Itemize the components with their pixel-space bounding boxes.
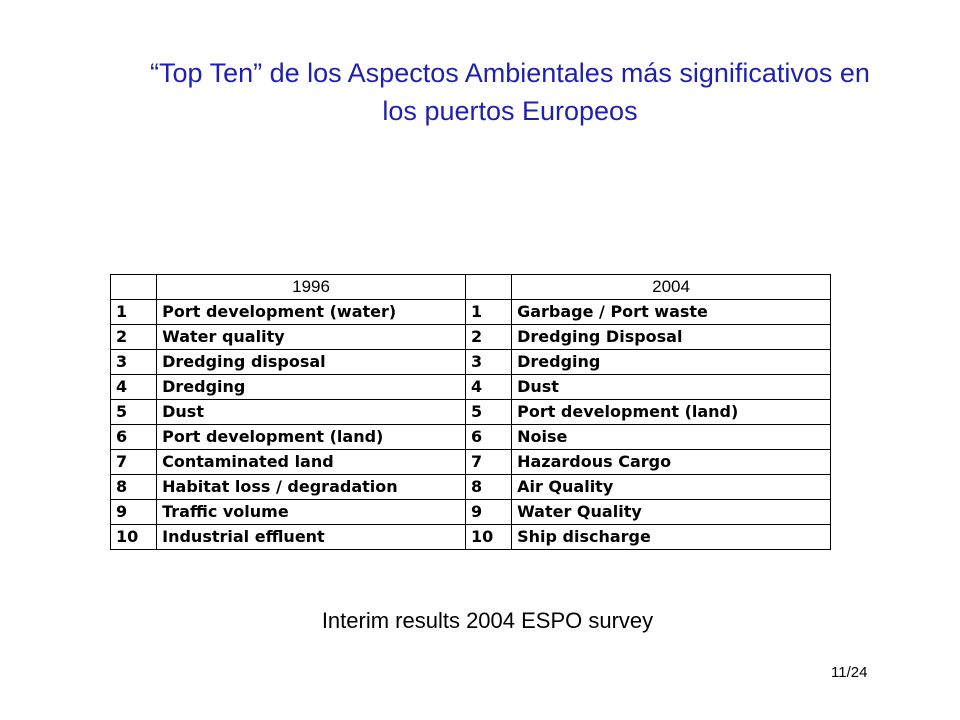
rank-1996-cell: 2 <box>109 324 158 350</box>
aspect-1996-cell: Dredging <box>156 374 466 400</box>
aspect-2004-cell: Dredging <box>511 349 831 375</box>
aspect-2004-cell: Air Quality <box>511 474 831 500</box>
aspect-1996-cell: Water quality <box>156 324 466 350</box>
aspect-2004-cell: Dredging Disposal <box>511 324 831 350</box>
aspect-1996-cell: Port development (water) <box>156 299 466 325</box>
rank-2004-cell: 10 <box>464 524 513 550</box>
rank-1996-cell: 8 <box>109 474 158 500</box>
aspect-2004-cell: Dust <box>511 374 831 400</box>
survey-caption: Interim results 2004 ESPO survey <box>321 608 654 633</box>
table-row: 9 Traffic volume 9 Water Quality <box>109 499 831 525</box>
ranking-table: 1996 2004 1 Port development (water) 1 Garb… <box>109 274 831 550</box>
rank-1996-cell: 5 <box>109 399 158 425</box>
table-row: 4 Dredging 4 Dust <box>109 374 831 400</box>
rank-2004-cell: 3 <box>464 349 513 375</box>
slide-title-line-1: “Top Ten” de los Aspectos Ambientales má… <box>150 58 870 88</box>
aspect-1996-cell: Dredging disposal <box>156 349 466 375</box>
aspect-1996-cell: Industrial effluent <box>156 524 466 550</box>
aspect-2004-cell: Port development (land) <box>511 399 831 425</box>
aspect-1996-cell: Dust <box>156 399 466 425</box>
rank-1996-cell: 7 <box>109 449 158 475</box>
aspect-1996-cell: Traffic volume <box>156 499 466 525</box>
rank-2004-cell: 6 <box>464 424 513 450</box>
table-row: 2 Water quality 2 Dredging Disposal <box>109 324 831 350</box>
table-row: 6 Port development (land) 6 Noise <box>109 424 831 450</box>
header-year-1996: 1996 <box>156 274 466 300</box>
table-row: 5 Dust 5 Port development (land) <box>109 399 831 425</box>
aspect-2004-cell: Water Quality <box>511 499 831 525</box>
rank-1996-cell: 4 <box>109 374 158 400</box>
table-row: 7 Contaminated land 7 Hazardous Cargo <box>109 449 831 475</box>
rank-2004-cell: 7 <box>464 449 513 475</box>
header-rank-1996-cell <box>109 274 158 300</box>
slide-title-line-2: los puertos Europeos <box>382 96 638 126</box>
table-row: 10 Industrial effluent 10 Ship discharge <box>109 524 831 550</box>
rank-2004-cell: 2 <box>464 324 513 350</box>
header-rank-2004-cell <box>464 274 513 300</box>
aspect-1996-cell: Contaminated land <box>156 449 466 475</box>
header-year-2004: 2004 <box>511 274 831 300</box>
aspect-2004-cell: Noise <box>511 424 831 450</box>
page-number: 11/24 <box>831 664 868 681</box>
rank-2004-cell: 8 <box>464 474 513 500</box>
rank-2004-cell: 1 <box>464 299 513 325</box>
aspect-1996-cell: Port development (land) <box>156 424 466 450</box>
ranking-table-body: 1996 2004 1 Port development (water) 1 Garb… <box>109 274 831 550</box>
table-row: 3 Dredging disposal 3 Dredging <box>109 349 831 375</box>
aspect-1996-cell: Habitat loss / degradation <box>156 474 466 500</box>
table-row: 8 Habitat loss / degradation 8 Air Quality <box>109 474 831 500</box>
rank-1996-cell: 9 <box>109 499 158 525</box>
rank-2004-cell: 5 <box>464 399 513 425</box>
slide-title: “Top Ten” de los Aspectos Ambientales má… <box>60 54 960 130</box>
aspect-2004-cell: Hazardous Cargo <box>511 449 831 475</box>
aspect-2004-cell: Garbage / Port waste <box>511 299 831 325</box>
table-row: 1 Port development (water) 1 Garbage / Port… <box>109 299 831 325</box>
rank-1996-cell: 10 <box>109 524 158 550</box>
rank-1996-cell: 1 <box>109 299 158 325</box>
rank-2004-cell: 9 <box>464 499 513 525</box>
rank-2004-cell: 4 <box>464 374 513 400</box>
rank-1996-cell: 6 <box>109 424 158 450</box>
aspect-2004-cell: Ship discharge <box>511 524 831 550</box>
rank-1996-cell: 3 <box>109 349 158 375</box>
table-header-row: 1996 2004 <box>109 274 831 300</box>
